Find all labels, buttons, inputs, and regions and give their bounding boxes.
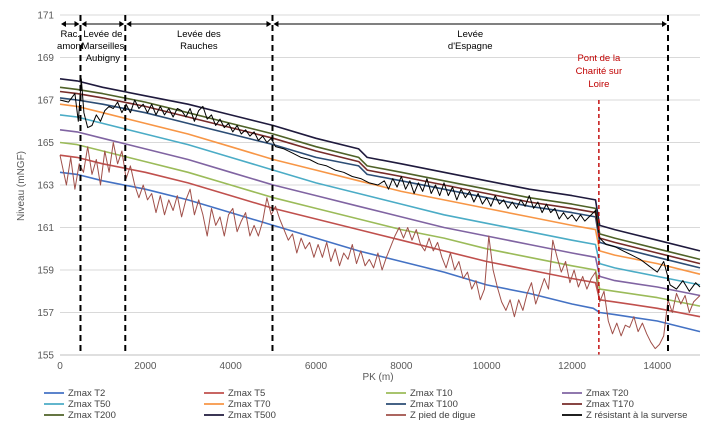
x-tick-label: 12000 bbox=[558, 361, 586, 372]
zone-arrowhead bbox=[74, 21, 80, 27]
zone-arrowhead bbox=[61, 21, 66, 27]
legend-label: Zmax T70 bbox=[228, 399, 271, 410]
legend-label: Z pied de digue bbox=[410, 410, 476, 421]
zone-label: Rauches bbox=[180, 41, 218, 52]
y-tick-label: 161 bbox=[37, 223, 54, 234]
series-line bbox=[59, 129, 701, 297]
x-tick-label: 0 bbox=[57, 361, 63, 372]
legend-label: Zmax T2 bbox=[68, 388, 105, 399]
pont-label: Charité sur bbox=[576, 66, 622, 77]
legend-label: Zmax T200 bbox=[68, 410, 116, 421]
y-tick-label: 167 bbox=[37, 96, 54, 107]
series-layer bbox=[59, 78, 701, 350]
y-tick-label: 159 bbox=[37, 266, 54, 277]
series-line bbox=[59, 78, 701, 292]
zone-label: amont bbox=[57, 41, 84, 52]
x-tick-label: 6000 bbox=[305, 361, 328, 372]
zone-label: Levée bbox=[457, 29, 483, 40]
x-axis-title: PK (m) bbox=[362, 372, 393, 383]
legend-label: Zmax T10 bbox=[410, 388, 453, 399]
y-tick-label: 163 bbox=[37, 181, 54, 192]
x-tick-label: 10000 bbox=[473, 361, 501, 372]
y-tick-label: 157 bbox=[37, 308, 54, 319]
y-tick-label: 171 bbox=[37, 11, 54, 22]
zone-arrowhead bbox=[266, 21, 272, 27]
pont-label: Pont de la bbox=[577, 53, 620, 64]
legend-label: Zmax T170 bbox=[586, 399, 634, 410]
zone-label: d'Espagne bbox=[448, 41, 493, 52]
legend-label: Z résistant à la surverse bbox=[586, 410, 687, 421]
pont-label: Loire bbox=[588, 79, 609, 90]
y-tick-label: 169 bbox=[37, 53, 54, 64]
zone-arrowhead bbox=[119, 21, 125, 27]
series-line bbox=[59, 114, 701, 286]
legend-label: Zmax T20 bbox=[586, 388, 629, 399]
series-line bbox=[59, 86, 701, 261]
series-line bbox=[59, 103, 701, 275]
y-tick-label: 155 bbox=[37, 351, 54, 362]
series-line bbox=[59, 142, 701, 350]
zone-arrowhead bbox=[273, 21, 279, 27]
zone-label: Rac. bbox=[60, 29, 80, 40]
series-line bbox=[59, 171, 701, 333]
zone-arrowhead bbox=[126, 21, 132, 27]
zone-label: Levée des bbox=[177, 29, 221, 40]
legend-label: Zmax T500 bbox=[228, 410, 276, 421]
y-axis-title: Niveau (mNGF) bbox=[16, 151, 27, 221]
axis-layer: 155 157 159 161 163 165 167 169 171 0 2000 4000 6000… bbox=[37, 11, 700, 372]
x-tick-label: 14000 bbox=[643, 361, 671, 372]
zone-label: Marseilles bbox=[81, 41, 124, 52]
legend-label: Zmax T50 bbox=[68, 399, 111, 410]
zone-label: Aubigny bbox=[86, 53, 121, 64]
zone-label: Levée de bbox=[83, 29, 122, 40]
x-tick-label: 8000 bbox=[390, 361, 413, 372]
y-tick-label: 165 bbox=[37, 138, 54, 149]
zone-arrowhead bbox=[81, 21, 87, 27]
series-line bbox=[59, 141, 701, 307]
legend-label: Zmax T100 bbox=[410, 399, 458, 410]
legend-label: Zmax T5 bbox=[228, 388, 265, 399]
zone-arrowhead bbox=[662, 21, 667, 27]
x-tick-label: 4000 bbox=[220, 361, 243, 372]
x-tick-label: 2000 bbox=[134, 361, 157, 372]
